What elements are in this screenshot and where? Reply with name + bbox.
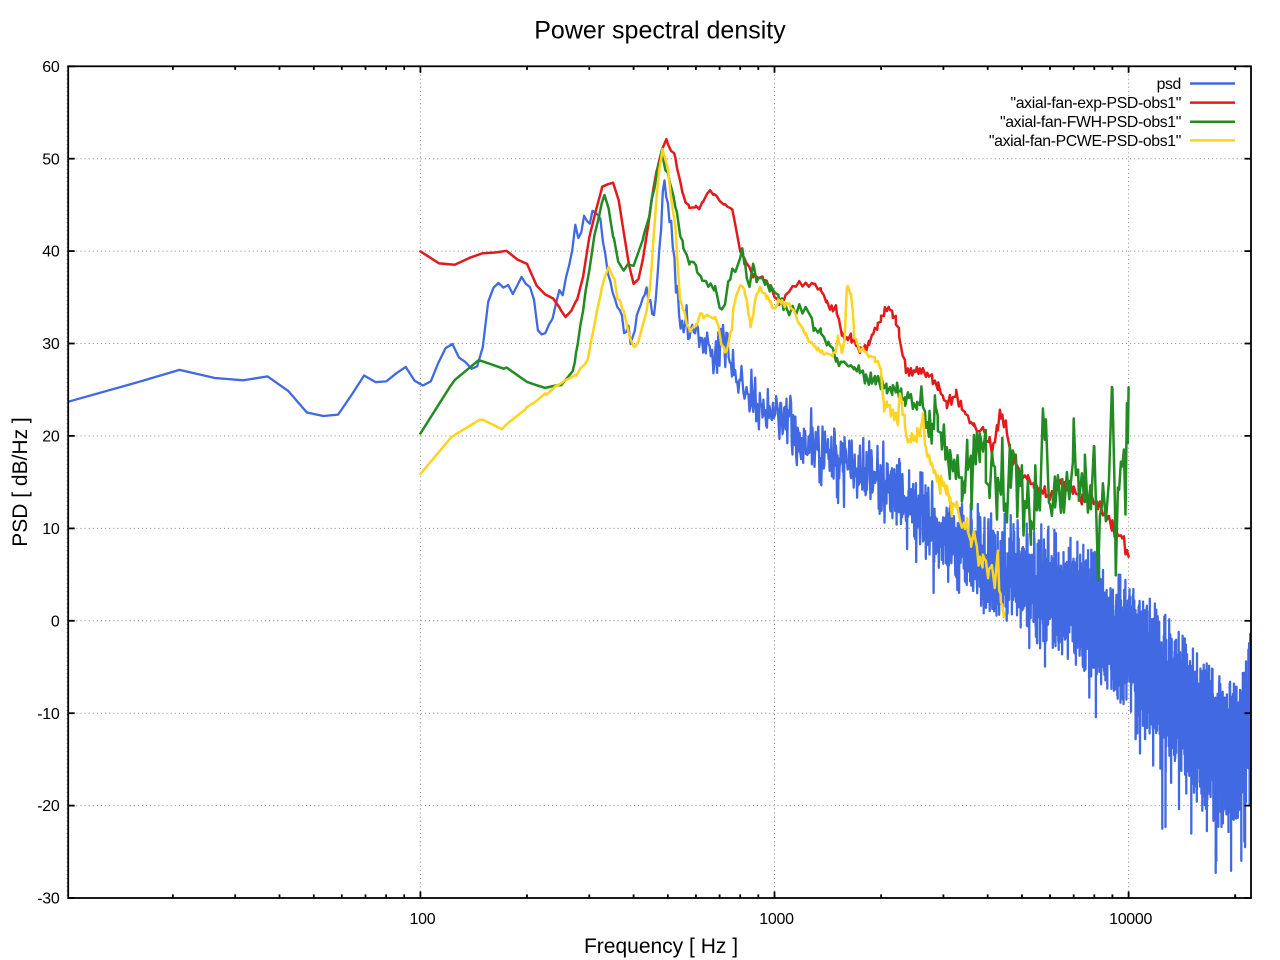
svg-text:psd: psd: [1157, 76, 1181, 93]
svg-text:10000: 10000: [1109, 911, 1152, 928]
svg-text:-10: -10: [37, 706, 60, 723]
svg-text:Power spectral density: Power spectral density: [534, 17, 786, 45]
svg-text:60: 60: [42, 59, 60, 76]
svg-text:20: 20: [42, 429, 60, 446]
svg-text:PSD [ dB/Hz ]: PSD [ dB/Hz ]: [9, 417, 32, 547]
svg-text:50: 50: [42, 151, 60, 168]
svg-text:"axial-fan-exp-PSD-obs1": "axial-fan-exp-PSD-obs1": [1010, 95, 1181, 112]
svg-text:-30: -30: [37, 891, 60, 908]
svg-text:Frequency [ Hz ]: Frequency [ Hz ]: [584, 935, 738, 958]
svg-text:40: 40: [42, 244, 60, 261]
svg-text:"axial-fan-PCWE-PSD-obs1": "axial-fan-PCWE-PSD-obs1": [989, 133, 1181, 150]
svg-text:10: 10: [42, 521, 60, 538]
svg-text:0: 0: [51, 613, 60, 630]
svg-text:30: 30: [42, 336, 60, 353]
svg-text:"axial-fan-FWH-PSD-obs1": "axial-fan-FWH-PSD-obs1": [1000, 114, 1181, 131]
svg-text:1000: 1000: [759, 911, 794, 928]
svg-text:100: 100: [410, 911, 436, 928]
svg-text:-20: -20: [37, 798, 60, 815]
